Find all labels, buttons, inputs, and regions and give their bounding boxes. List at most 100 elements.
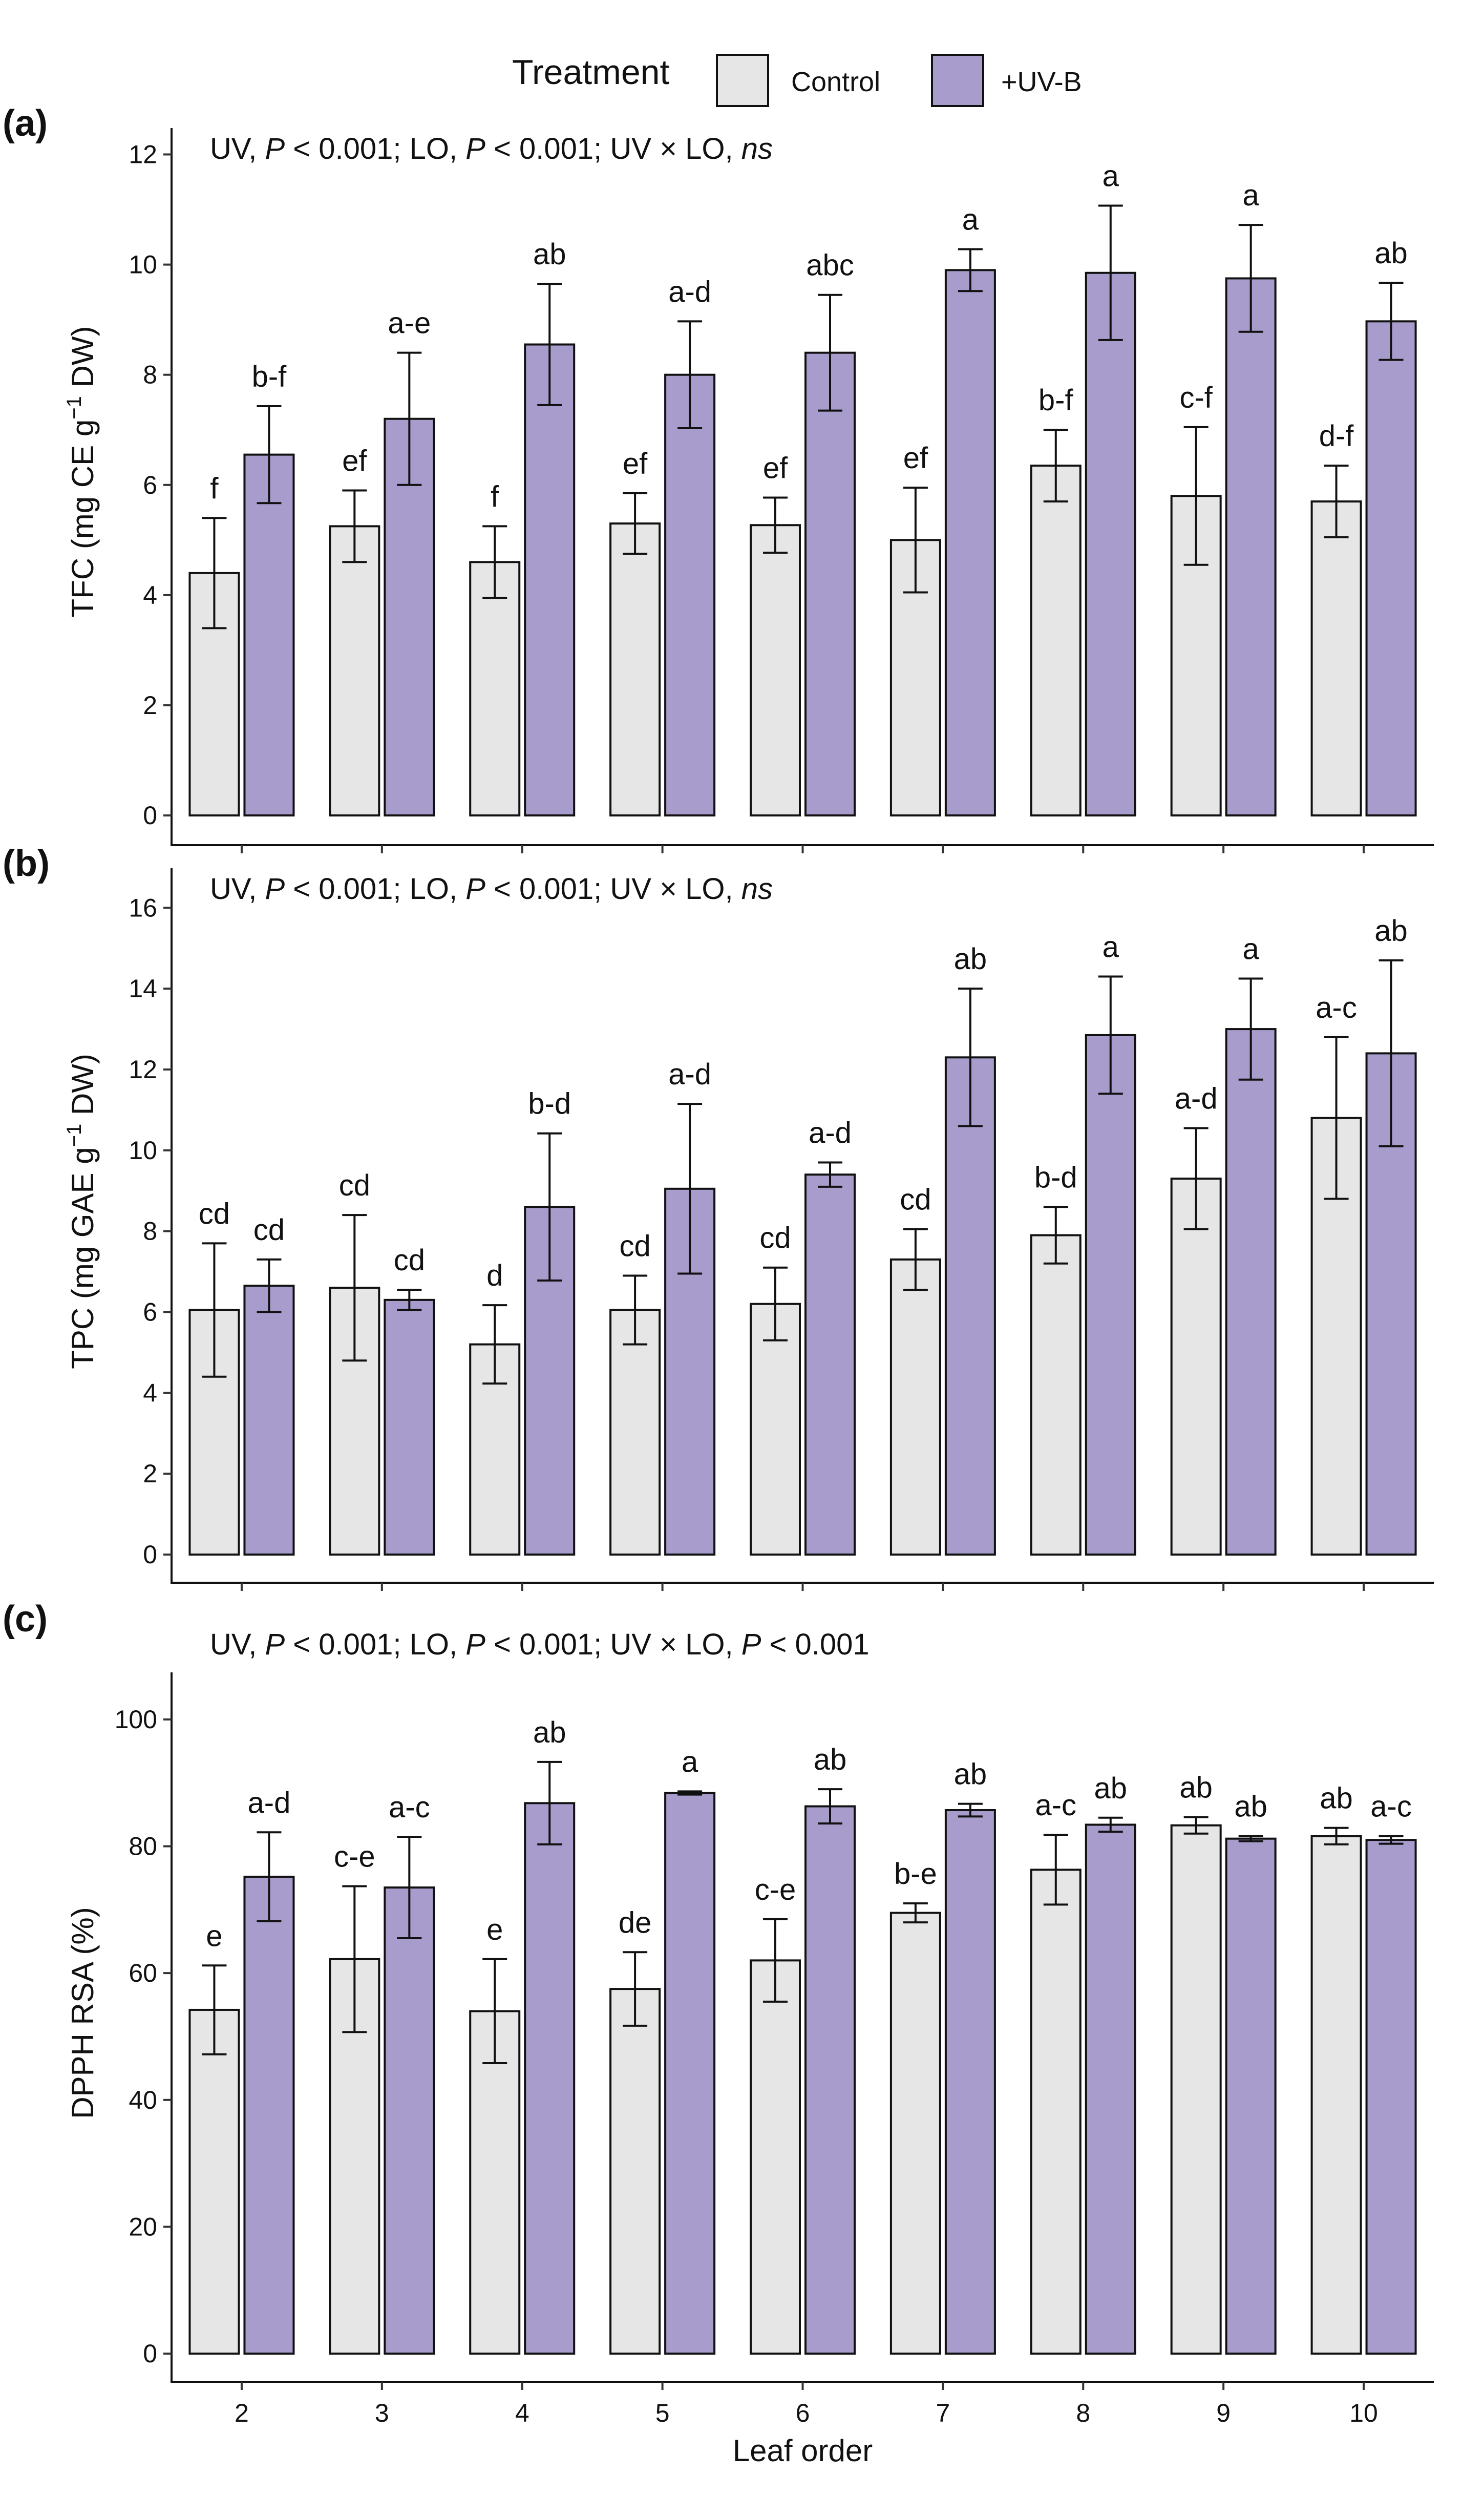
stats-annotation: UV, P < 0.001; LO, P < 0.001; UV × LO, n…: [210, 132, 773, 165]
significance-label: cd: [759, 1222, 791, 1255]
bar-uvb: [524, 343, 576, 816]
legend: Treatment Control +UV-B: [512, 53, 1082, 107]
significance-label: ef: [342, 445, 367, 478]
significance-label: ef: [903, 442, 928, 475]
bar-control: [750, 524, 801, 816]
significance-label: a-c: [389, 1791, 430, 1824]
y-tick-label: 4: [143, 581, 157, 610]
bar-control: [750, 1959, 801, 2355]
significance-label: b-f: [1038, 384, 1074, 417]
significance-label: ab: [1374, 237, 1408, 270]
significance-label: b-d: [1034, 1161, 1077, 1194]
bar-control: [1310, 1835, 1362, 2355]
y-tick-label: 2: [143, 691, 157, 720]
significance-label: c-e: [334, 1840, 375, 1874]
bar-uvb: [1085, 1034, 1136, 1556]
bar-uvb: [384, 1298, 435, 1556]
y-tick-label: 8: [143, 1217, 157, 1246]
bar-uvb: [1225, 1837, 1277, 2355]
x-tick-label: 2: [235, 2399, 249, 2427]
y-tick-label: 6: [143, 471, 157, 499]
y-tick-label: 100: [115, 1705, 157, 1734]
y-axis-title: TPC (mg GAE g−1 DW): [63, 1054, 100, 1369]
bar-control: [1310, 500, 1362, 816]
significance-label: de: [619, 1906, 652, 1939]
x-axis-title: Leaf order: [733, 2434, 873, 2468]
significance-label: a: [962, 203, 979, 236]
bar-control: [1170, 1178, 1222, 1556]
x-tick-label: 3: [375, 2399, 389, 2427]
significance-label: ab: [814, 1743, 847, 1776]
significance-label: a-c: [1035, 1789, 1076, 1822]
y-tick-label: 2: [143, 1459, 157, 1488]
significance-label: a-d: [668, 1058, 711, 1091]
y-tick-label: 0: [143, 2339, 157, 2368]
significance-label: ef: [623, 447, 648, 480]
bar-control: [1030, 1869, 1082, 2355]
bar-uvb: [1225, 277, 1277, 816]
significance-label: a-c: [1316, 991, 1357, 1024]
bar-control: [188, 2008, 240, 2355]
y-tick-label: 16: [129, 893, 157, 922]
bar-control: [750, 1303, 801, 1556]
significance-label: a-e: [388, 307, 431, 340]
legend-swatch-uvb: [931, 54, 984, 107]
significance-label: c-f: [1179, 381, 1213, 414]
y-tick-label: 10: [129, 1136, 157, 1165]
significance-label: c-e: [755, 1873, 796, 1906]
bar-uvb: [944, 1809, 996, 2355]
y-tick-label: 12: [129, 1055, 157, 1084]
bar-control: [889, 1912, 941, 2355]
y-tick-label: 8: [143, 361, 157, 389]
y-tick-label: 14: [129, 974, 157, 1003]
panel-letter: (b): [3, 843, 50, 884]
significance-label: ab: [954, 942, 987, 976]
x-tick-label: 5: [655, 2399, 670, 2427]
significance-label: ab: [533, 1716, 566, 1749]
significance-label: b-f: [252, 360, 287, 393]
significance-label: ef: [763, 451, 788, 485]
bar-uvb: [524, 1802, 576, 2355]
significance-label: cd: [900, 1183, 931, 1216]
significance-label: e: [206, 1919, 222, 1953]
panel-1: (a) UV, P < 0.001; LO, P < 0.001; UV × LO…: [3, 103, 1434, 853]
significance-label: abc: [806, 249, 854, 282]
bar-control: [1030, 1234, 1082, 1556]
legend-swatch-control: [716, 54, 769, 107]
stats-annotation: UV, P < 0.001; LO, P < 0.001; UV × LO, n…: [210, 872, 773, 906]
y-tick-label: 0: [143, 801, 157, 830]
bar-uvb: [1085, 1823, 1136, 2355]
y-tick-label: 10: [129, 250, 157, 279]
significance-label: ab: [533, 238, 566, 271]
bar-control: [609, 1309, 661, 1556]
significance-label: b-d: [528, 1087, 571, 1121]
stats-annotation: UV, P < 0.001; LO, P < 0.001; UV × LO, P…: [210, 1628, 870, 1661]
bar-uvb: [243, 1875, 295, 2355]
y-tick-label: 20: [129, 2212, 157, 2241]
bar-uvb: [944, 269, 996, 816]
significance-label: ab: [954, 1758, 987, 1791]
bar-uvb: [1225, 1028, 1277, 1556]
significance-label: a-d: [248, 1786, 291, 1819]
y-tick-label: 6: [143, 1298, 157, 1327]
bar-uvb: [944, 1056, 996, 1556]
bar-control: [889, 1258, 941, 1556]
significance-label: cd: [619, 1229, 650, 1263]
significance-label: d-f: [1319, 419, 1354, 453]
significance-label: a: [1103, 160, 1119, 193]
bar-control: [469, 2010, 521, 2355]
significance-label: f: [210, 472, 219, 505]
bar-uvb: [804, 351, 856, 816]
significance-label: a: [1243, 179, 1260, 212]
x-tick-label: 10: [1349, 2399, 1378, 2427]
significance-label: a: [682, 1745, 698, 1778]
significance-label: ab: [1234, 1790, 1267, 1823]
panel-2: (b) UV, P < 0.001; LO, P < 0.001; UV × LO…: [3, 843, 1434, 1591]
bar-control: [609, 1988, 661, 2355]
bar-uvb: [243, 453, 295, 816]
y-tick-label: 80: [129, 1832, 157, 1861]
y-tick-label: 60: [129, 1959, 157, 1987]
bar-uvb: [1365, 1839, 1417, 2355]
y-tick-label: 4: [143, 1378, 157, 1407]
bar-control: [469, 561, 521, 817]
